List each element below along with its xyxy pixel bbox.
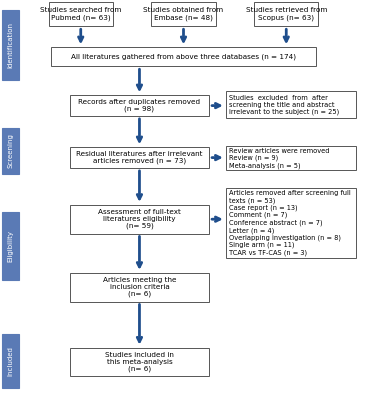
FancyBboxPatch shape — [2, 10, 19, 80]
FancyBboxPatch shape — [2, 128, 19, 174]
Text: Eligibility: Eligibility — [8, 230, 14, 262]
FancyBboxPatch shape — [226, 91, 356, 118]
FancyBboxPatch shape — [70, 273, 209, 302]
Text: All literatures gathered from above three databases (n = 174): All literatures gathered from above thre… — [71, 54, 296, 60]
Text: Studies included in
this meta-analysis
(n= 6): Studies included in this meta-analysis (… — [105, 352, 174, 372]
Text: Assessment of full-text
literatures eligibility
(n= 59): Assessment of full-text literatures elig… — [98, 209, 181, 230]
FancyBboxPatch shape — [70, 348, 209, 376]
FancyBboxPatch shape — [70, 147, 209, 168]
Text: Identification: Identification — [8, 22, 14, 68]
Text: Residual literatures after irrelevant
articles removed (n = 73): Residual literatures after irrelevant ar… — [76, 151, 203, 164]
Text: Studies searched from
Pubmed (n= 63): Studies searched from Pubmed (n= 63) — [40, 7, 121, 21]
FancyBboxPatch shape — [2, 334, 19, 388]
FancyBboxPatch shape — [151, 2, 215, 26]
Text: Records after duplicates removed
(n = 98): Records after duplicates removed (n = 98… — [79, 99, 200, 112]
FancyBboxPatch shape — [51, 47, 316, 66]
Text: Included: Included — [8, 346, 14, 376]
Text: Articles meeting the
inclusion criteria
(n= 6): Articles meeting the inclusion criteria … — [103, 277, 176, 298]
Text: Studies obtained from
Embase (n= 48): Studies obtained from Embase (n= 48) — [143, 7, 224, 21]
FancyBboxPatch shape — [70, 205, 209, 234]
Text: Screening: Screening — [8, 134, 14, 168]
FancyBboxPatch shape — [48, 2, 113, 26]
FancyBboxPatch shape — [70, 95, 209, 116]
Text: Review articles were removed
Review (n = 9)
Meta-analysis (n = 5): Review articles were removed Review (n =… — [229, 148, 329, 169]
FancyBboxPatch shape — [226, 188, 356, 258]
Text: Studies retrieved from
Scopus (n= 63): Studies retrieved from Scopus (n= 63) — [246, 7, 327, 21]
FancyBboxPatch shape — [2, 212, 19, 280]
FancyBboxPatch shape — [226, 146, 356, 170]
FancyBboxPatch shape — [254, 2, 318, 26]
Text: Articles removed after screening full
texts (n = 53)
Case report (n = 13)
Commen: Articles removed after screening full te… — [229, 190, 350, 256]
Text: Studies  excluded  from  after
screening the title and abstract
irrelevant to th: Studies excluded from after screening th… — [229, 94, 339, 115]
